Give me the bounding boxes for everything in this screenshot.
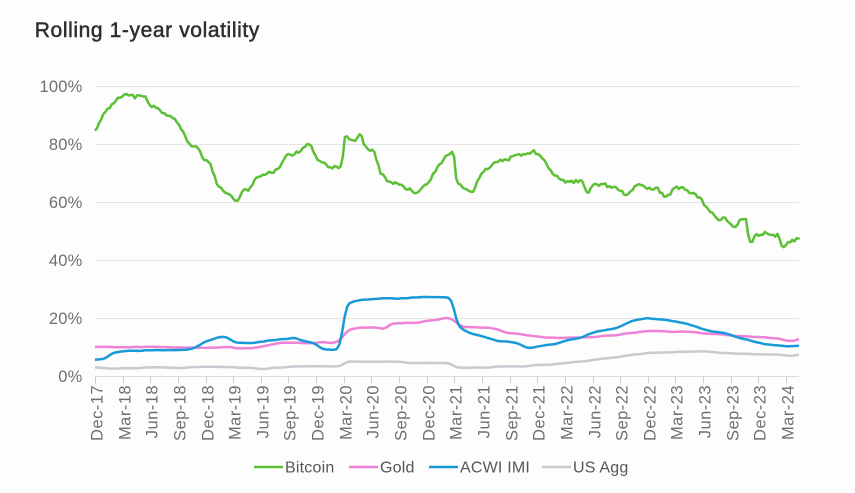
svg-text:Dec-20: Dec-20 xyxy=(420,385,438,441)
svg-text:Jun-19: Jun-19 xyxy=(254,385,272,438)
svg-text:100%: 100% xyxy=(39,78,82,96)
svg-text:Bitcoin: Bitcoin xyxy=(285,460,334,477)
svg-text:Sep-20: Sep-20 xyxy=(392,385,410,441)
svg-text:80%: 80% xyxy=(49,136,83,154)
svg-text:Sep-21: Sep-21 xyxy=(503,385,521,441)
svg-text:Dec-17: Dec-17 xyxy=(88,385,106,441)
svg-text:Mar-20: Mar-20 xyxy=(337,385,355,440)
svg-text:Jun-18: Jun-18 xyxy=(143,385,161,438)
svg-text:Sep-23: Sep-23 xyxy=(724,385,742,441)
svg-text:Mar-18: Mar-18 xyxy=(116,385,134,440)
svg-text:Sep-19: Sep-19 xyxy=(281,385,299,441)
svg-text:0%: 0% xyxy=(58,368,82,386)
svg-text:Gold: Gold xyxy=(380,460,415,477)
svg-text:US Agg: US Agg xyxy=(573,460,628,477)
svg-text:Mar-22: Mar-22 xyxy=(558,385,576,440)
svg-text:Jun-21: Jun-21 xyxy=(475,385,493,438)
svg-text:Sep-18: Sep-18 xyxy=(171,385,189,441)
svg-text:40%: 40% xyxy=(49,252,83,270)
svg-text:60%: 60% xyxy=(49,194,83,212)
svg-text:Rolling 1-year volatility: Rolling 1-year volatility xyxy=(35,19,260,42)
svg-text:Mar-23: Mar-23 xyxy=(668,385,686,440)
svg-text:Jun-20: Jun-20 xyxy=(364,385,382,438)
svg-text:Sep-22: Sep-22 xyxy=(613,385,631,441)
svg-text:Mar-24: Mar-24 xyxy=(779,385,797,440)
svg-text:Jun-23: Jun-23 xyxy=(696,385,714,438)
svg-text:Dec-18: Dec-18 xyxy=(199,385,217,441)
svg-text:Dec-21: Dec-21 xyxy=(530,385,548,441)
svg-text:Dec-23: Dec-23 xyxy=(751,385,769,441)
svg-text:Mar-21: Mar-21 xyxy=(447,385,465,440)
svg-text:Mar-19: Mar-19 xyxy=(226,385,244,440)
svg-text:Dec-19: Dec-19 xyxy=(309,385,327,441)
svg-text:Dec-22: Dec-22 xyxy=(641,385,659,441)
svg-text:ACWI IMI: ACWI IMI xyxy=(460,460,530,477)
svg-text:20%: 20% xyxy=(49,310,83,328)
svg-text:Jun-22: Jun-22 xyxy=(586,385,604,438)
